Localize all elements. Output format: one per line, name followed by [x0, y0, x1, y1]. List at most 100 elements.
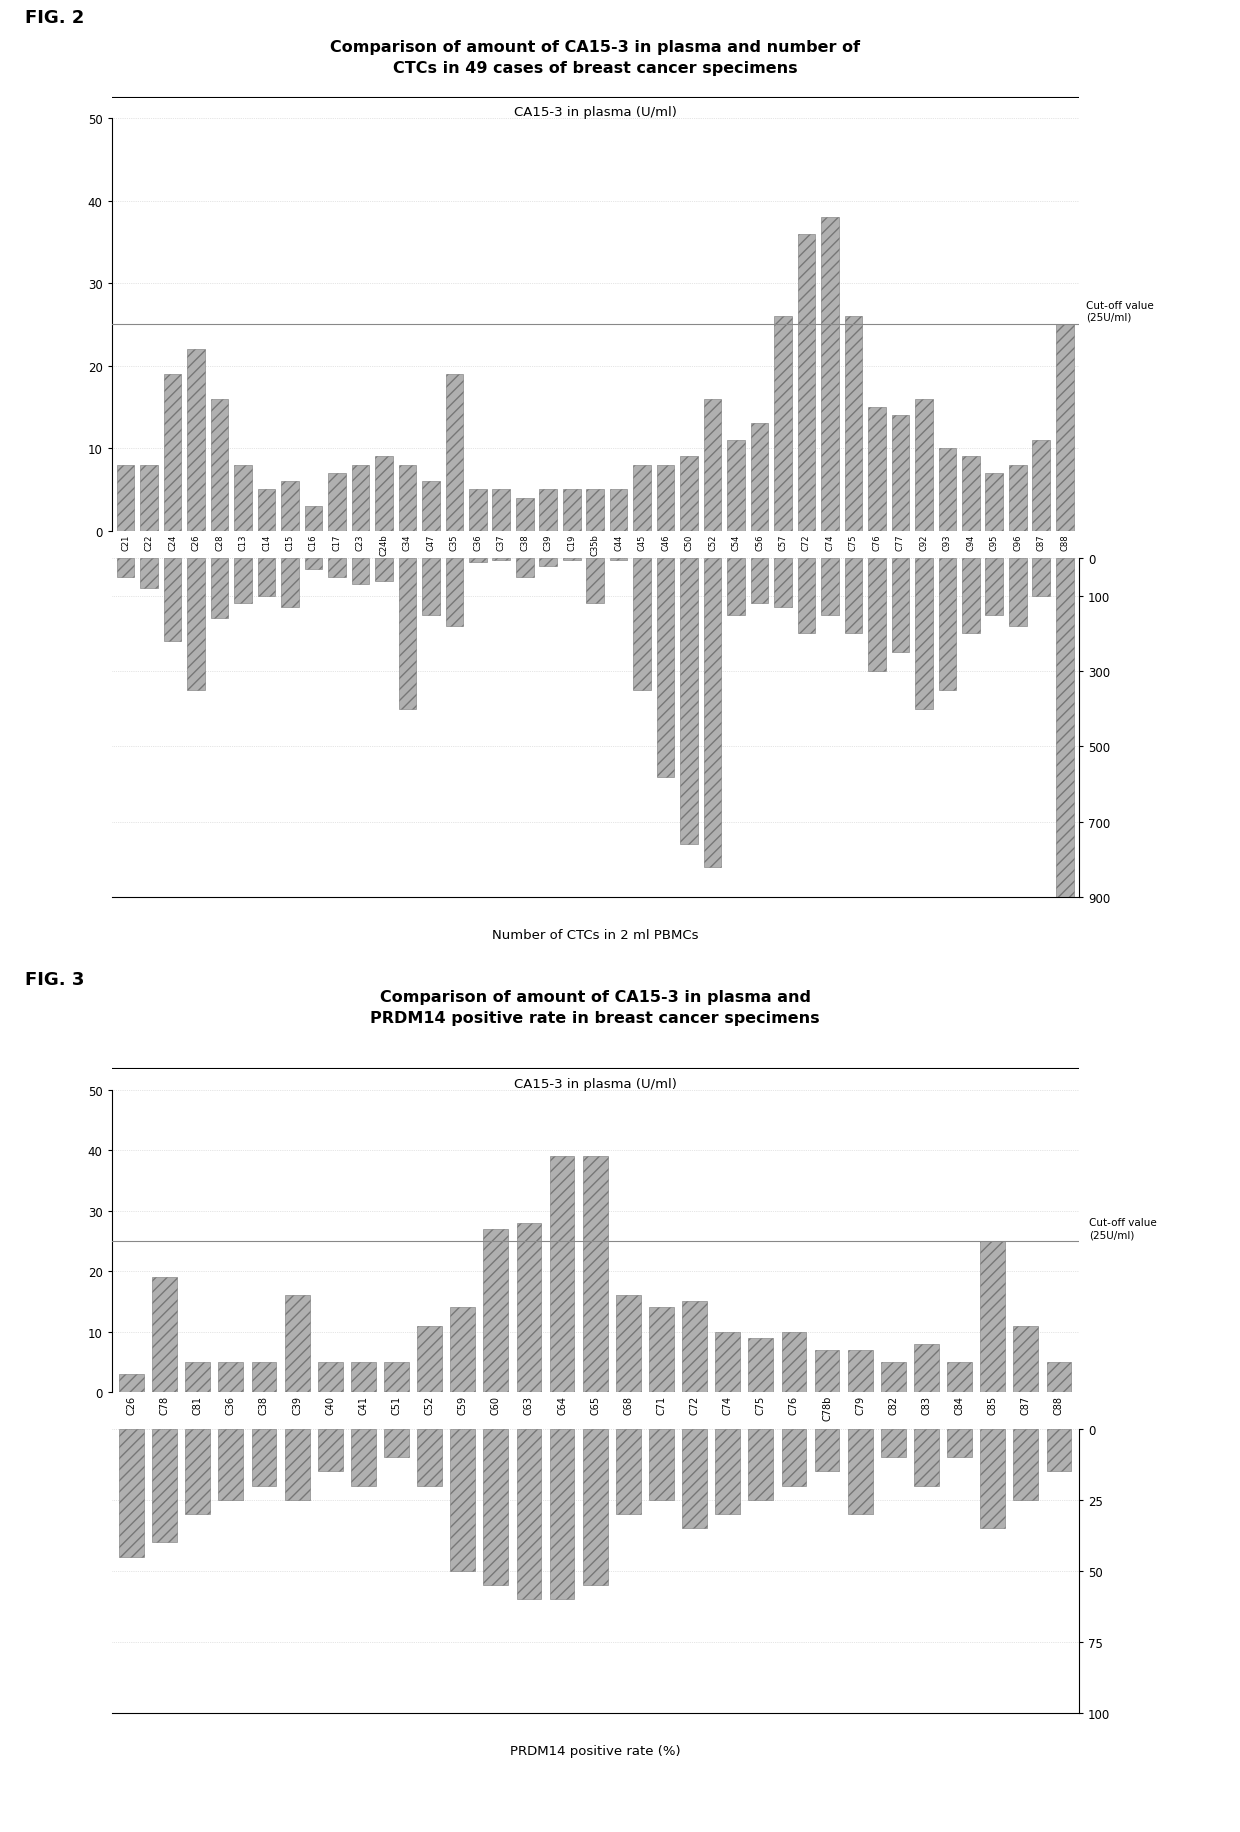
- Bar: [704, 399, 722, 531]
- Bar: [218, 1363, 243, 1392]
- Bar: [117, 465, 134, 531]
- Text: Cut-off value
(25U/ml): Cut-off value (25U/ml): [1086, 300, 1153, 322]
- Bar: [317, 1363, 342, 1392]
- Bar: [649, 1308, 673, 1392]
- Bar: [704, 559, 722, 868]
- Bar: [211, 559, 228, 619]
- Text: FIG. 2: FIG. 2: [25, 9, 84, 27]
- Bar: [749, 1337, 774, 1392]
- Bar: [185, 1363, 210, 1392]
- Bar: [281, 482, 299, 531]
- Bar: [484, 1429, 508, 1585]
- Bar: [962, 458, 980, 531]
- Text: Number of CTCs in 2 ml PBMCs: Number of CTCs in 2 ml PBMCs: [492, 929, 698, 942]
- Bar: [539, 489, 557, 531]
- Text: CA15-3 in plasma (U/ml): CA15-3 in plasma (U/ml): [513, 106, 677, 119]
- Bar: [258, 489, 275, 531]
- Bar: [892, 416, 909, 531]
- Bar: [516, 498, 533, 531]
- Bar: [750, 559, 769, 605]
- Bar: [962, 559, 980, 634]
- Bar: [781, 1429, 806, 1486]
- Bar: [657, 465, 675, 531]
- Bar: [815, 1350, 839, 1392]
- Bar: [848, 1429, 873, 1513]
- Bar: [469, 489, 486, 531]
- Bar: [285, 1295, 310, 1392]
- Bar: [821, 218, 838, 531]
- Bar: [549, 1156, 574, 1392]
- Bar: [281, 559, 299, 608]
- Bar: [258, 559, 275, 597]
- Bar: [821, 559, 838, 616]
- Bar: [1056, 559, 1074, 898]
- Bar: [939, 449, 956, 531]
- Bar: [450, 1429, 475, 1570]
- Bar: [797, 559, 815, 634]
- Bar: [749, 1429, 774, 1500]
- Bar: [234, 465, 252, 531]
- Bar: [750, 423, 769, 531]
- Bar: [252, 1429, 277, 1486]
- Bar: [610, 559, 627, 561]
- Bar: [252, 1363, 277, 1392]
- Bar: [549, 1429, 574, 1599]
- Bar: [398, 465, 417, 531]
- Bar: [681, 458, 698, 531]
- Bar: [234, 559, 252, 605]
- Bar: [587, 489, 604, 531]
- Bar: [880, 1363, 905, 1392]
- Bar: [119, 1429, 144, 1557]
- Bar: [848, 1350, 873, 1392]
- Bar: [1056, 326, 1074, 531]
- Bar: [1047, 1429, 1071, 1471]
- Bar: [469, 559, 486, 562]
- Bar: [185, 1429, 210, 1513]
- Bar: [616, 1429, 641, 1513]
- Bar: [774, 317, 792, 531]
- Text: Cut-off value
(25U/ml): Cut-off value (25U/ml): [1089, 1218, 1157, 1240]
- Bar: [516, 559, 533, 577]
- Bar: [351, 1363, 376, 1392]
- Bar: [517, 1224, 542, 1392]
- Bar: [417, 1326, 441, 1392]
- Bar: [450, 1308, 475, 1392]
- Bar: [1009, 559, 1027, 627]
- Bar: [981, 1242, 1006, 1392]
- Bar: [915, 399, 932, 531]
- Bar: [305, 506, 322, 531]
- Text: FIG. 3: FIG. 3: [25, 971, 84, 989]
- Bar: [634, 465, 651, 531]
- Bar: [682, 1429, 707, 1528]
- Bar: [445, 559, 464, 627]
- Bar: [492, 489, 510, 531]
- Bar: [305, 559, 322, 570]
- Bar: [715, 1332, 740, 1392]
- Bar: [164, 559, 181, 641]
- Bar: [914, 1429, 939, 1486]
- Bar: [140, 465, 157, 531]
- Bar: [1047, 1363, 1071, 1392]
- Bar: [211, 399, 228, 531]
- Bar: [727, 440, 745, 531]
- Bar: [164, 374, 181, 531]
- Bar: [484, 1229, 508, 1392]
- Bar: [649, 1429, 673, 1500]
- Bar: [218, 1429, 243, 1500]
- Bar: [981, 1429, 1006, 1528]
- Bar: [1033, 559, 1050, 597]
- Bar: [352, 559, 370, 584]
- Bar: [187, 350, 205, 531]
- Bar: [868, 559, 885, 672]
- Bar: [715, 1429, 740, 1513]
- Bar: [329, 559, 346, 577]
- Bar: [616, 1295, 641, 1392]
- Bar: [880, 1429, 905, 1458]
- Bar: [285, 1429, 310, 1500]
- Bar: [634, 559, 651, 691]
- Text: Comparison of amount of CA15-3 in plasma and number of
CTCs in 49 cases of breas: Comparison of amount of CA15-3 in plasma…: [330, 40, 861, 77]
- Bar: [539, 559, 557, 566]
- Text: PRDM14 positive rate (%): PRDM14 positive rate (%): [510, 1744, 681, 1757]
- Bar: [563, 489, 580, 531]
- Bar: [892, 559, 909, 652]
